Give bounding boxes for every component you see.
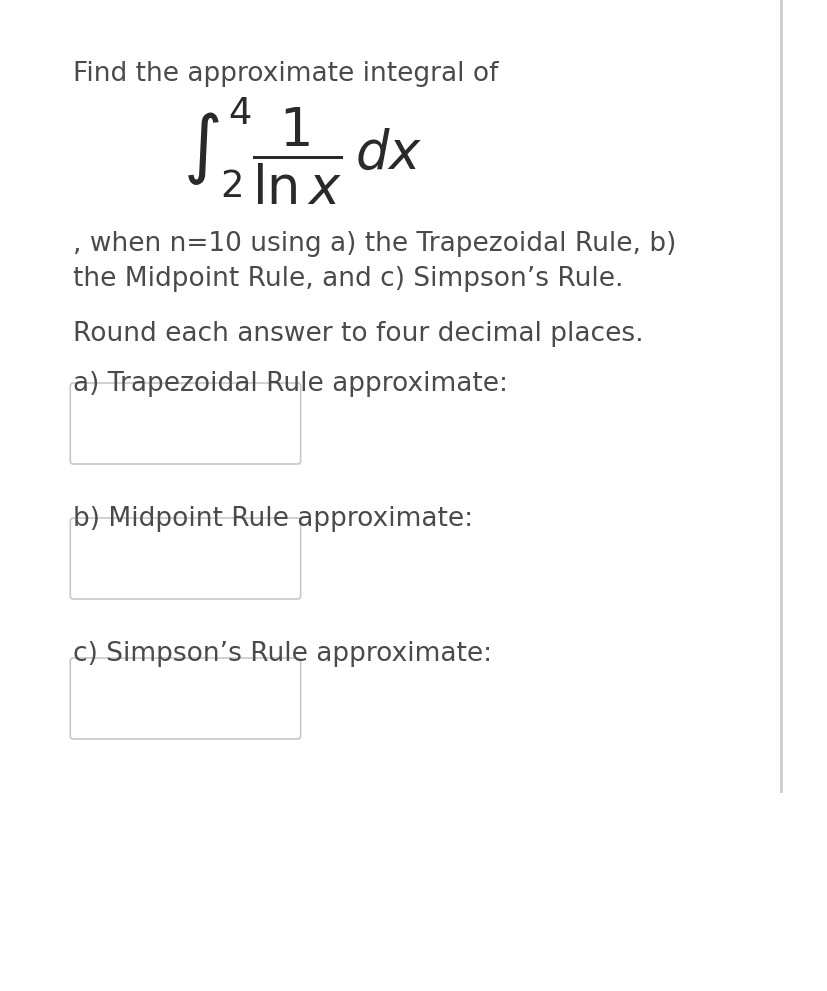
- FancyBboxPatch shape: [70, 383, 300, 464]
- Text: $\int_{2}^{4} \dfrac{1}{\ln x}\,dx$: $\int_{2}^{4} \dfrac{1}{\ln x}\,dx$: [183, 95, 422, 206]
- Text: b) Midpoint Rule approximate:: b) Midpoint Rule approximate:: [73, 506, 473, 532]
- Text: a) Trapezoidal Rule approximate:: a) Trapezoidal Rule approximate:: [73, 371, 508, 397]
- FancyBboxPatch shape: [70, 658, 300, 739]
- Text: c) Simpson’s Rule approximate:: c) Simpson’s Rule approximate:: [73, 641, 492, 667]
- Text: the Midpoint Rule, and c) Simpson’s Rule.: the Midpoint Rule, and c) Simpson’s Rule…: [73, 266, 623, 292]
- Text: Find the approximate integral of: Find the approximate integral of: [73, 61, 498, 87]
- FancyBboxPatch shape: [70, 518, 300, 599]
- Text: Round each answer to four decimal places.: Round each answer to four decimal places…: [73, 321, 643, 347]
- Text: , when n=10 using a) the Trapezoidal Rule, b): , when n=10 using a) the Trapezoidal Rul…: [73, 231, 676, 257]
